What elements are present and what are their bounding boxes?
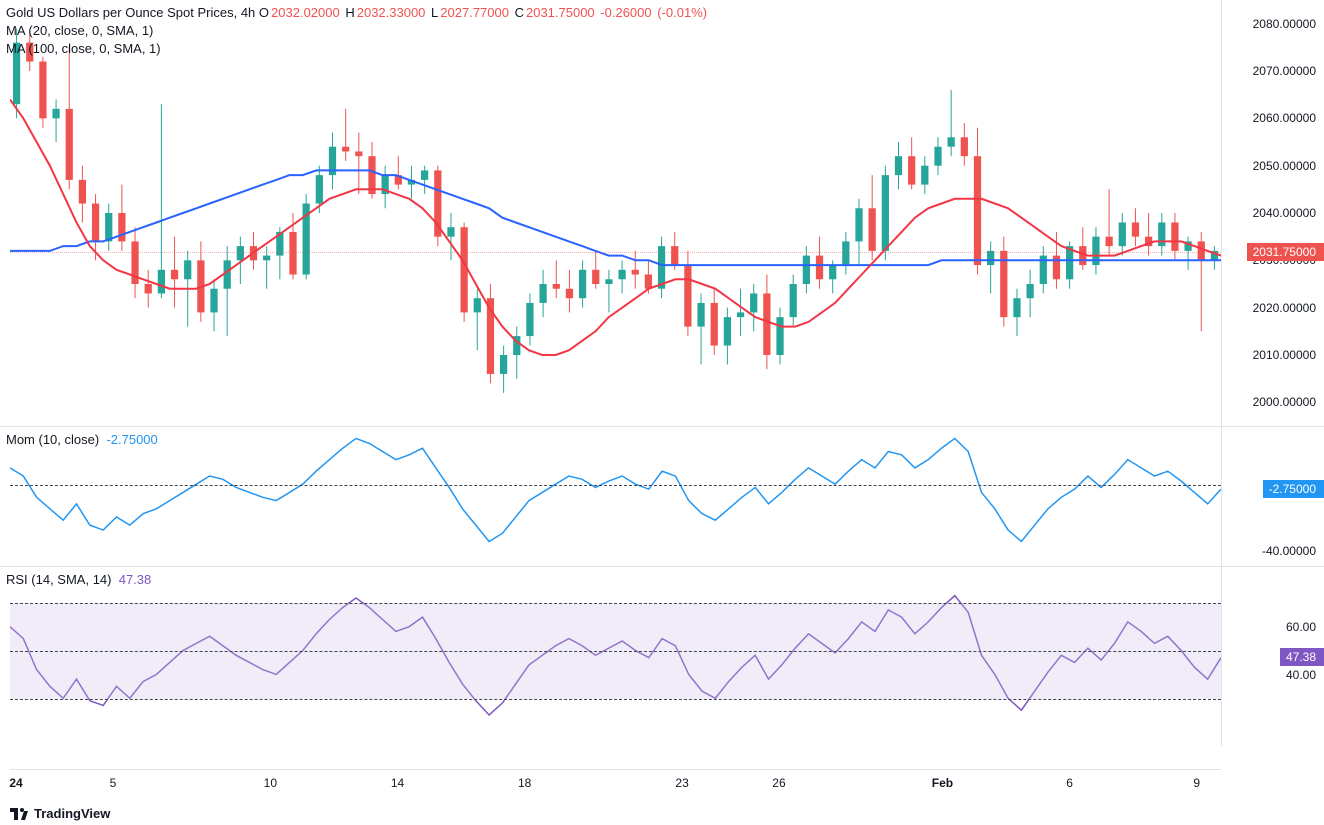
brand-text: TradingView [34,806,110,821]
y-tick: 2060.00000 [1253,111,1316,125]
x-tick: 5 [110,776,117,790]
ma100-legend: MA (100, close, 0, SMA, 1) [6,40,709,58]
ohlc-values: O2032.02000 H2032.33000 L2027.77000 C203… [259,5,709,20]
x-tick: 24 [9,776,22,790]
y-tick: 2020.00000 [1253,301,1316,315]
y-tick: 2070.00000 [1253,64,1316,78]
x-tick: 26 [772,776,785,790]
price-legend: Gold US Dollars per Ounce Spot Prices, 4… [6,4,709,58]
rsi-label: RSI (14, SMA, 14) [6,572,111,587]
mom-current-tag: -2.75000 [1263,480,1324,498]
mom-y-axis[interactable]: -40.00000 -2.75000 [1221,427,1324,566]
y-tick: 2010.00000 [1253,348,1316,362]
y-tick: 60.00 [1286,620,1316,634]
tradingview-attribution: TradingView [10,806,110,821]
rsi-y-axis[interactable]: 60.00 40.00 47.38 [1221,567,1324,746]
rsi-chart-area[interactable] [10,567,1221,746]
rsi-upper-band [10,603,1221,604]
rsi-pane[interactable]: RSI (14, SMA, 14) 47.38 60.00 40.00 47.38 [0,566,1324,746]
mom-label: Mom (10, close) [6,432,99,447]
y-tick: 40.00 [1286,668,1316,682]
price-pane[interactable]: Gold US Dollars per Ounce Spot Prices, 4… [0,0,1324,426]
rsi-value: 47.38 [119,572,152,587]
ma20-legend: MA (20, close, 0, SMA, 1) [6,22,709,40]
y-tick: -40.00000 [1262,544,1316,558]
y-tick: 2050.00000 [1253,159,1316,173]
mom-svg [10,427,1221,566]
momentum-pane[interactable]: Mom (10, close) -2.75000 -40.00000 -2.750… [0,426,1324,566]
rsi-mid-line [10,651,1221,652]
chart-title: Gold US Dollars per Ounce Spot Prices, 4… [6,5,255,20]
rsi-legend: RSI (14, SMA, 14) 47.38 [6,571,151,589]
mom-legend: Mom (10, close) -2.75000 [6,431,158,449]
rsi-lower-band [10,699,1221,700]
current-price-tag: 2031.75000 [1247,243,1324,261]
x-tick: 14 [391,776,404,790]
mom-chart-area[interactable] [10,427,1221,566]
x-tick: 6 [1066,776,1073,790]
tradingview-logo-icon [10,808,28,820]
y-tick: 2000.00000 [1253,395,1316,409]
current-price-line [10,252,1221,253]
mom-zero-line [10,485,1221,486]
rsi-current-tag: 47.38 [1280,648,1324,666]
x-tick: 23 [675,776,688,790]
price-svg [10,0,1221,426]
mom-value: -2.75000 [106,432,157,447]
y-tick: 2040.00000 [1253,206,1316,220]
x-tick: 10 [264,776,277,790]
x-tick: 9 [1193,776,1200,790]
x-tick: 18 [518,776,531,790]
x-tick: Feb [932,776,953,790]
price-y-axis[interactable]: 2000.000002010.000002020.000002030.00000… [1221,0,1324,426]
y-tick: 2080.00000 [1253,17,1316,31]
price-chart-area[interactable] [10,0,1221,426]
time-axis[interactable]: 24 5 10 14 18 23 26 Feb 6 9 [10,769,1221,797]
